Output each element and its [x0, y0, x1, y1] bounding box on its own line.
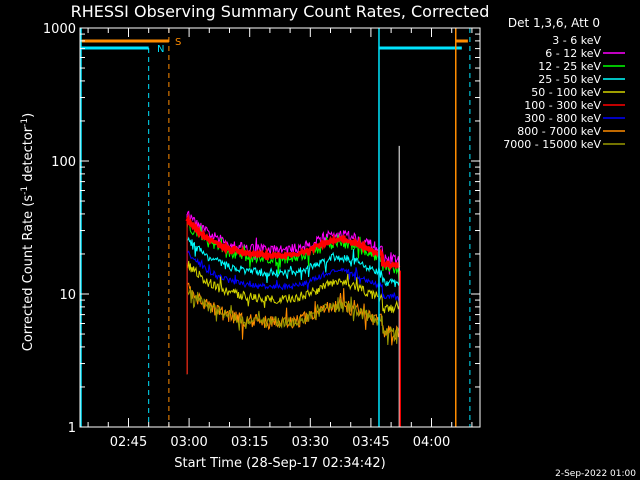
x-tick-label: 02:45: [110, 435, 147, 450]
plot-frame: [79, 27, 481, 428]
series-line: [185, 214, 401, 270]
legend-title: Det 1,3,6, Att 0: [508, 16, 600, 30]
y-tick-label: 1: [68, 421, 76, 436]
series-layer: [185, 140, 401, 427]
legend-label: 7000 - 15000 keV: [503, 138, 601, 151]
legend-label: 50 - 100 keV: [531, 86, 601, 99]
legend-label: 100 - 300 keV: [524, 99, 601, 112]
flag-label-n: N: [157, 44, 164, 55]
axes-layer: 1 10 100 1000 02:45 03:00 03:15 03:30 03:45 04:00: [43, 22, 480, 450]
x-tick-label: 03:00: [170, 435, 207, 450]
x-tick-label: 04:00: [413, 435, 450, 450]
series-line: [186, 260, 400, 314]
series-line: [186, 236, 400, 288]
x-tick-label: 03:15: [231, 435, 268, 450]
x-tick-label: 03:30: [292, 435, 329, 450]
series-line: [186, 250, 400, 302]
footer-date: 2-Sep-2022 01:00: [555, 469, 636, 479]
x-tick-label: 03:45: [352, 435, 389, 450]
chart-title: RHESSI Observing Summary Count Rates, Co…: [71, 2, 490, 21]
x-axis-label: Start Time (28-Sep-17 02:34:42): [174, 456, 385, 471]
legend-label: 3 - 6 keV: [552, 34, 601, 47]
series-line: [186, 140, 400, 152]
y-axis-label: Corrected Count Rate (s-1 detector-1): [20, 113, 36, 351]
y-tick-label: 100: [51, 155, 76, 170]
legend-label: 6 - 12 keV: [545, 47, 601, 60]
y-tick-label: 10: [59, 288, 76, 303]
legend-label: 800 - 7000 keV: [517, 125, 601, 138]
legend-label: 12 - 25 keV: [538, 60, 601, 73]
series-line: [186, 282, 400, 346]
legend-label: 25 - 50 keV: [538, 73, 601, 86]
flag-label-s: S: [175, 37, 181, 48]
series-line: [186, 282, 400, 346]
y-tick-label: 1000: [43, 22, 76, 37]
legend-label: 300 - 800 keV: [524, 112, 601, 125]
marker-layer: [80, 28, 471, 427]
